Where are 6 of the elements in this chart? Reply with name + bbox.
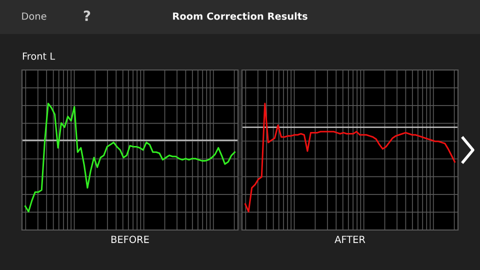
- x-axis-title: AFTER: [334, 236, 366, 243]
- chart-title: Room Correction Results: [173, 12, 308, 20]
- chart-subtitle: Front L: [22, 52, 56, 60]
- text: ?: [84, 10, 90, 21]
- x-axis-title: BEFORE: [111, 236, 149, 244]
- text: Done: [22, 12, 46, 20]
